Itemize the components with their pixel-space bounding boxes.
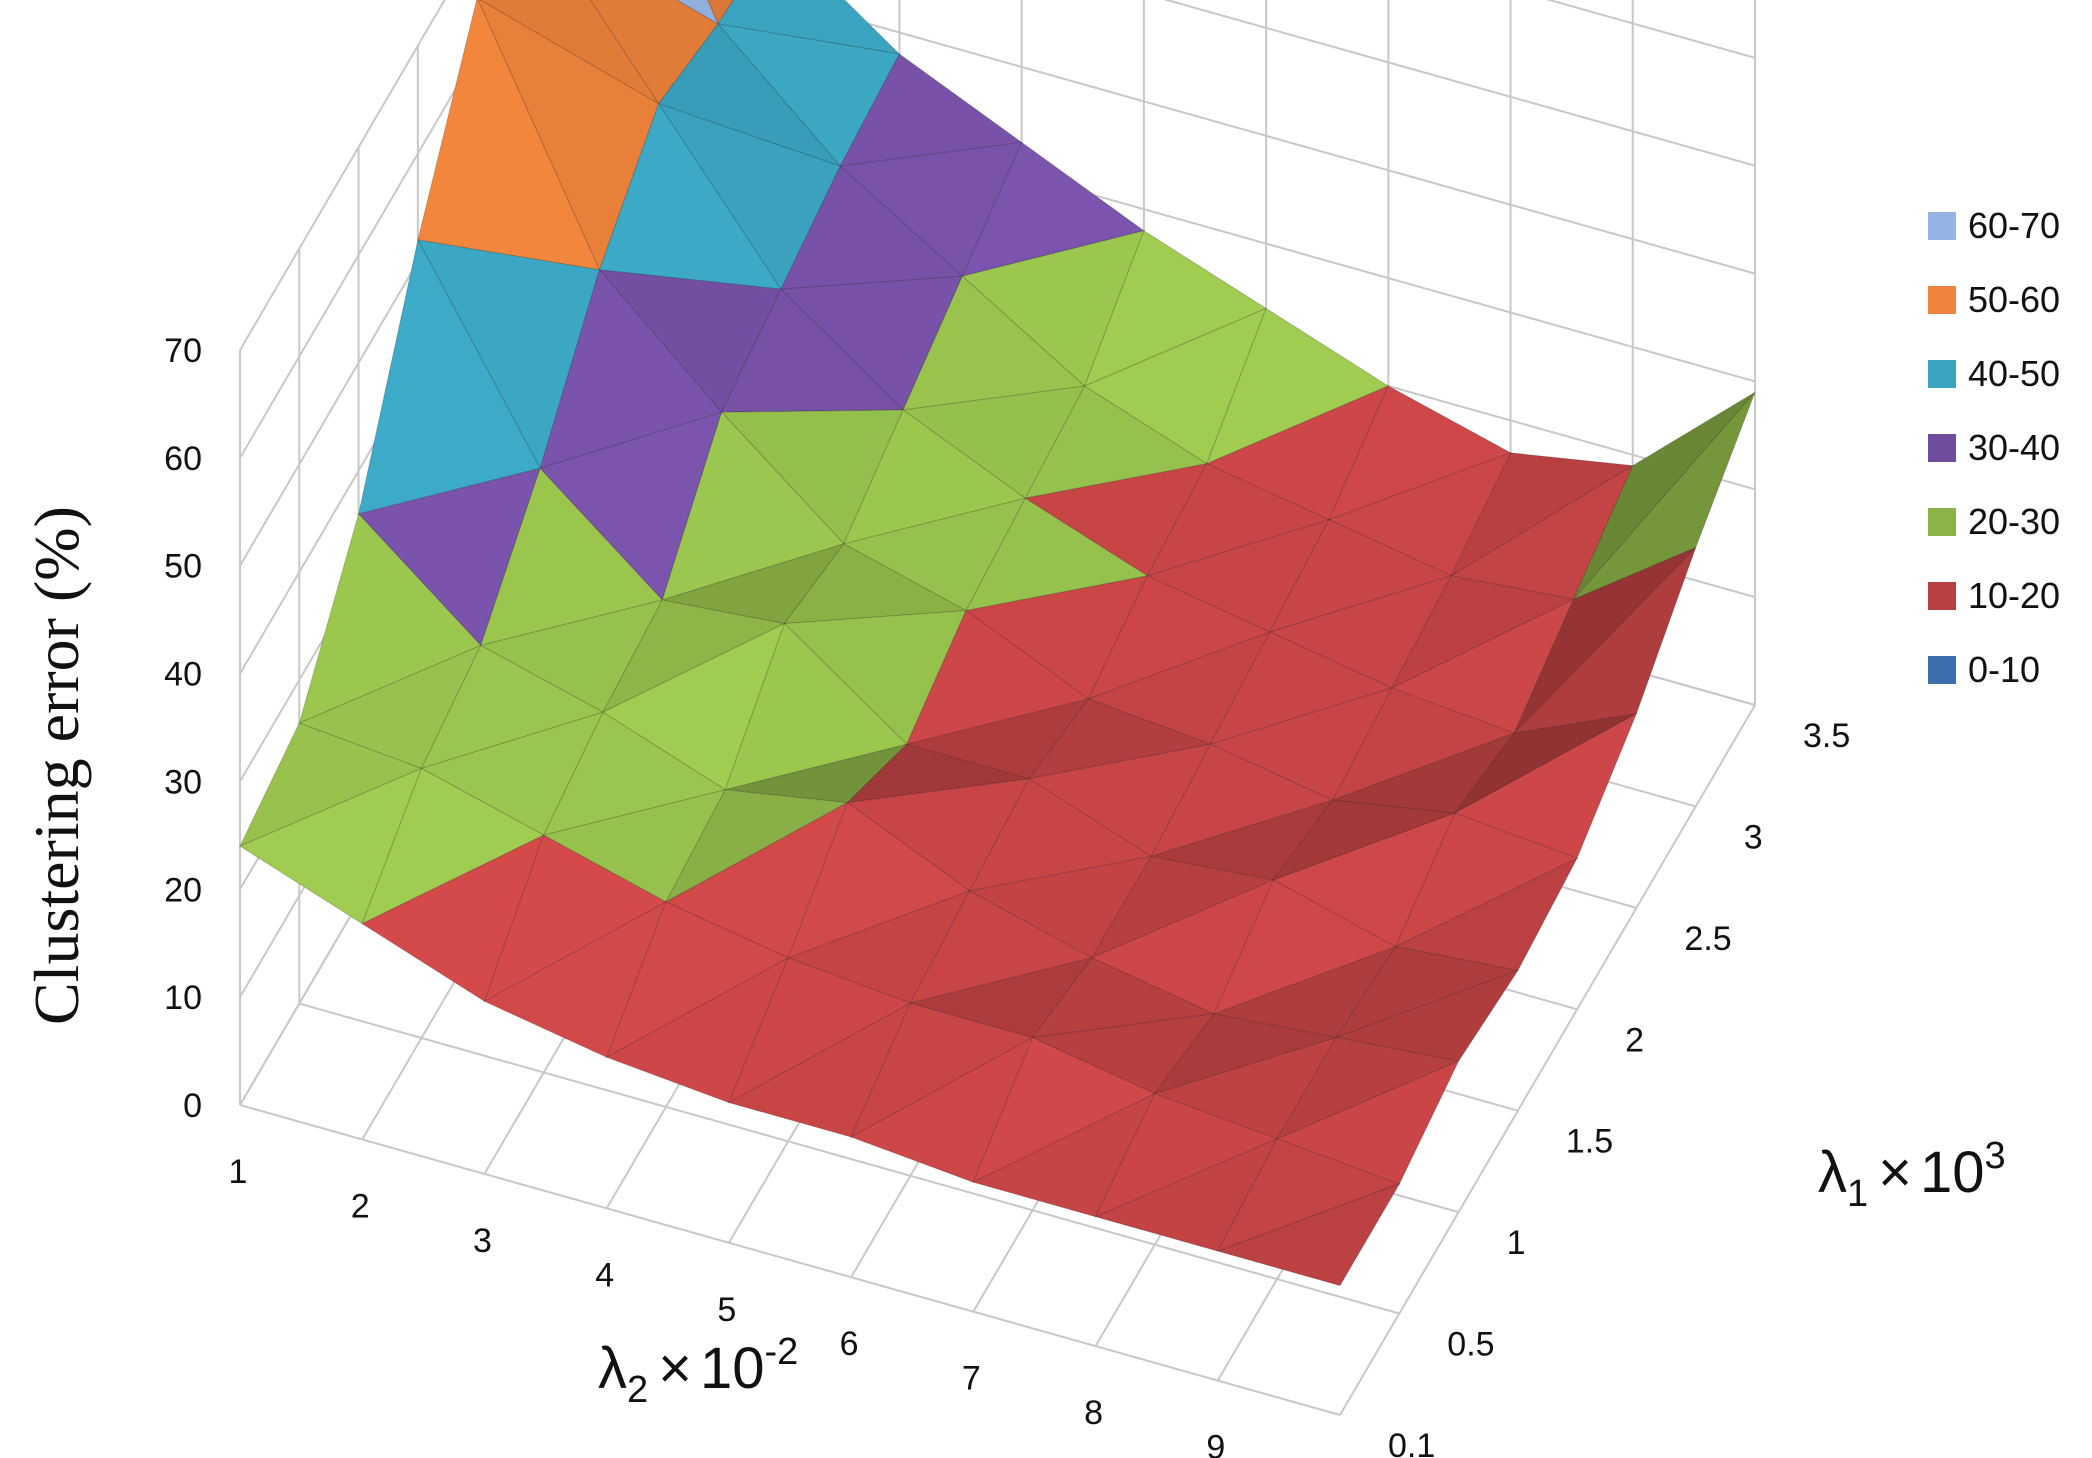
surface-facet [598, 102, 782, 290]
x-tick-label: 7 [962, 1360, 981, 1398]
y-tick-label: 1 [1507, 1224, 1526, 1262]
y-label-base: λ [1818, 1140, 1847, 1205]
z-tick-label: 50 [164, 548, 202, 586]
y-label-sub: 1 [1847, 1173, 1868, 1215]
surface-facet [1209, 631, 1394, 746]
grid-line [299, 1002, 1400, 1315]
grid-line [1339, 704, 1756, 1416]
legend-swatch [1928, 656, 1956, 684]
y-axis-label: λ1 × 103 [1818, 1135, 2006, 1215]
surface-facet [479, 0, 660, 105]
legend-label: 0-10 [1968, 649, 2040, 690]
surface-facet [961, 141, 1146, 277]
x-label-mult: × [658, 1336, 692, 1401]
x-tick-label: 9 [1206, 1429, 1225, 1458]
surface-facet [1216, 1183, 1401, 1287]
surface-facet [968, 778, 1153, 892]
x-label-base: λ [598, 1336, 627, 1401]
y-tick-label: 1.5 [1566, 1123, 1613, 1161]
legend: 60-70 50-60 40-50 30-40 20-30 10-20 0-10 [1928, 205, 2060, 690]
grid-line [239, 0, 1756, 567]
y-label-exp: 3 [1985, 1135, 2006, 1177]
legend-label: 40-50 [1968, 353, 2060, 394]
x-label-pow: 10 [700, 1336, 765, 1401]
legend-swatch [1928, 434, 1956, 462]
legend-label: 60-70 [1968, 205, 2060, 246]
surface-plot [238, 0, 1756, 1287]
y-tick-label: 2.5 [1684, 920, 1731, 958]
y-tick-label: 0.5 [1447, 1326, 1494, 1364]
z-tick-label: 10 [164, 979, 202, 1017]
surface-facet [839, 53, 1024, 167]
surface-facet [846, 743, 1030, 804]
z-tick-label: 0 [183, 1087, 202, 1125]
surface-facet [361, 834, 545, 1003]
legend-label: 50-60 [1968, 279, 2060, 320]
x-label-exp: -2 [765, 1331, 799, 1373]
surface-facet [971, 1092, 1156, 1218]
x-tick-label: 8 [1084, 1394, 1103, 1432]
x-tick-label: 2 [351, 1187, 370, 1225]
x-label-sub: 2 [627, 1369, 648, 1411]
z-axis-label: Clustering error (%) [21, 506, 92, 1025]
legend-label: 20-30 [1968, 501, 2060, 542]
surface-facet [905, 609, 1090, 746]
grid-line [239, 1104, 1341, 1416]
surface-facet [1453, 712, 1638, 859]
y-tick-label: 3.5 [1803, 717, 1850, 755]
y-tick-label: 2 [1625, 1021, 1644, 1059]
legend-swatch [1928, 212, 1956, 240]
surface-facet [417, 0, 601, 271]
z-tick-label: 60 [164, 440, 202, 478]
x-axis-label: λ2 × 10-2 [598, 1331, 798, 1411]
legend-swatch [1928, 360, 1956, 388]
y-tick-label: 0.1 [1388, 1427, 1435, 1458]
grid-line [239, 0, 1756, 459]
x-tick-label: 5 [717, 1291, 736, 1329]
legend-label: 30-40 [1968, 427, 2060, 468]
surface-facet [1449, 464, 1634, 600]
z-tick-label: 70 [164, 332, 202, 370]
surface-facet [849, 1036, 1034, 1183]
legend-swatch [1928, 508, 1956, 536]
surface-facet [542, 789, 727, 903]
surface-facet [707, 0, 735, 25]
y-label-pow: 10 [1920, 1140, 1985, 1205]
z-tick-label: 20 [164, 871, 202, 909]
x-tick-label: 1 [229, 1153, 248, 1191]
surface-facet [483, 900, 667, 1058]
surface-facet [539, 268, 723, 470]
x-tick-label: 6 [840, 1325, 859, 1363]
surface-facet [727, 1002, 912, 1138]
axis-ticks: 0 10 20 30 40 50 60 70 1 2 3 4 5 6 7 8 9 10 0.1 0.5 1 1.5 2 2.5… [164, 332, 1850, 1458]
legend-swatch [1928, 582, 1956, 610]
surface-facet [1094, 1137, 1279, 1252]
z-tick-label: 30 [164, 763, 202, 801]
x-tick-label: 4 [595, 1256, 614, 1294]
surface-facet [725, 743, 909, 804]
y-label-mult: × [1878, 1140, 1912, 1205]
surface-facet [842, 497, 1027, 612]
legend-label: 10-20 [1968, 575, 2060, 616]
grid-line [239, 0, 446, 351]
x-tick-label: 3 [473, 1222, 492, 1260]
z-tick-label: 40 [164, 656, 202, 694]
surface-facet [902, 275, 1086, 411]
legend-swatch [1928, 286, 1956, 314]
y-tick-label: 3 [1744, 818, 1763, 856]
